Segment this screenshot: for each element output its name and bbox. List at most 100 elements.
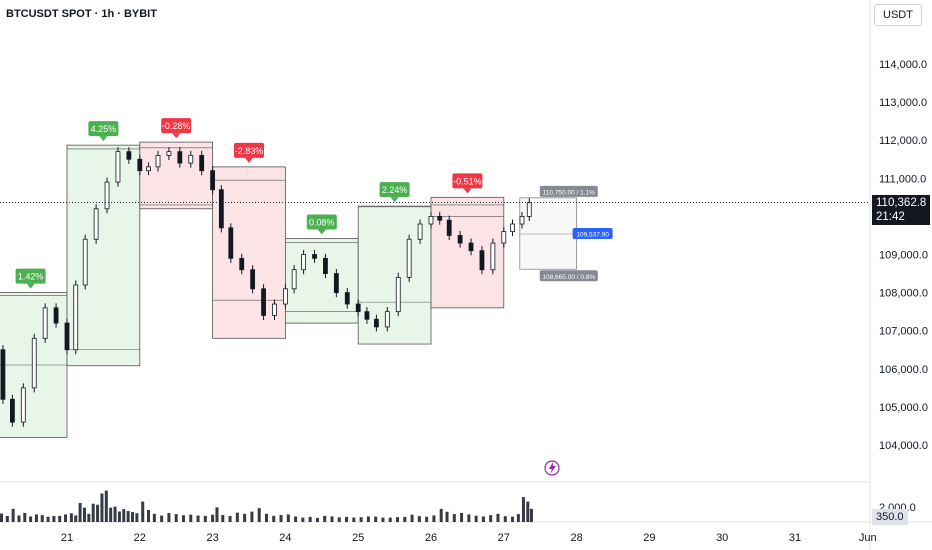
candle-body xyxy=(42,307,48,339)
volume-bar xyxy=(301,517,305,522)
volume-bar xyxy=(46,516,50,522)
candle-body xyxy=(115,151,121,183)
volume-bar xyxy=(516,514,520,522)
time-tick-label: 27 xyxy=(498,532,510,544)
bar-countdown: 21:42 xyxy=(876,211,905,223)
candle-body xyxy=(323,257,328,274)
volume-bar xyxy=(181,515,185,522)
volume-bar xyxy=(417,516,421,522)
candle-body xyxy=(73,284,79,351)
volume-bar xyxy=(381,517,385,522)
projection-mid-label: 109,537.90 xyxy=(576,232,609,239)
volume-bar xyxy=(345,516,349,522)
volume-bar xyxy=(503,516,507,522)
volume-bar xyxy=(445,511,449,522)
volume-bar xyxy=(23,512,27,522)
candle-body xyxy=(428,215,434,225)
volume-bar xyxy=(203,515,207,522)
volume-bar xyxy=(167,512,171,522)
volume-bar xyxy=(432,515,436,522)
volume-bar xyxy=(5,516,9,522)
volume-bar xyxy=(221,514,225,522)
flash-icon-bolt xyxy=(549,462,556,474)
candle-body xyxy=(261,288,266,316)
candle-body xyxy=(126,151,132,160)
volume-bar xyxy=(64,514,68,522)
candle-body xyxy=(312,254,317,259)
candle-body xyxy=(395,276,401,313)
candle-body xyxy=(301,254,307,271)
candle-body xyxy=(479,250,485,271)
candle-body xyxy=(166,151,172,156)
change-label-pointer xyxy=(390,197,399,203)
volume-bar xyxy=(243,513,247,522)
volume-bar xyxy=(279,514,283,522)
change-label: 0.08% xyxy=(309,217,335,227)
volume-bar xyxy=(113,506,117,522)
volume-bar xyxy=(439,508,443,522)
volume-bar xyxy=(58,515,62,522)
volume-bar xyxy=(337,517,341,522)
volume-bar xyxy=(228,516,232,522)
change-label-pointer xyxy=(463,188,472,194)
symbol-title[interactable]: BTCUSDT SPOT · 1h · BYBIT xyxy=(6,8,157,20)
candle-body xyxy=(20,387,26,423)
last-price-tag: 110,362.8 21:42 xyxy=(872,195,930,225)
candle-body xyxy=(64,322,70,351)
candle-body xyxy=(272,303,277,316)
volume-bar xyxy=(521,497,525,522)
candle-body xyxy=(210,170,216,191)
volume-bar xyxy=(152,513,156,522)
candle-body xyxy=(188,155,194,164)
volume-bar xyxy=(489,515,493,522)
volume-bar xyxy=(467,514,471,522)
volume-bar xyxy=(91,503,95,522)
candle-body xyxy=(384,311,390,328)
volume-bar xyxy=(308,516,312,522)
currency-button[interactable]: USDT xyxy=(874,4,922,26)
volume-bar xyxy=(396,517,400,522)
candle-body xyxy=(510,223,515,233)
flash-icon xyxy=(544,460,560,476)
change-label-bg xyxy=(161,118,192,134)
volume-bar xyxy=(135,513,139,522)
daily-range-box xyxy=(139,141,214,210)
price-tick-label: 114,000.0 xyxy=(879,59,927,71)
volume-bar xyxy=(323,515,327,522)
volume-bar xyxy=(82,507,86,522)
time-tick-label: 23 xyxy=(206,532,218,544)
volume-bar xyxy=(511,516,515,522)
time-tick-label: 31 xyxy=(789,532,801,544)
change-label-pointer xyxy=(245,157,253,163)
volume-bar xyxy=(264,513,268,522)
price-tick-label: 106,000.0 xyxy=(879,364,928,376)
volume-bar xyxy=(34,514,38,522)
volume-bar xyxy=(403,516,407,522)
volume-bar xyxy=(481,516,485,522)
volume-bar xyxy=(189,514,193,522)
change-label: -2.83% xyxy=(235,146,264,156)
volume-bar xyxy=(374,516,378,522)
volume-bar xyxy=(174,514,178,522)
candle-body xyxy=(501,231,507,244)
candle-body xyxy=(239,257,245,271)
volume-bar xyxy=(52,516,56,522)
time-tick-label: 28 xyxy=(570,532,582,544)
volume-bar xyxy=(141,501,145,522)
volume-bar xyxy=(96,504,100,522)
volume-bar xyxy=(286,514,290,522)
volume-bar xyxy=(11,508,15,522)
volume-bar xyxy=(352,517,356,522)
change-label-bg xyxy=(452,173,483,189)
projection-low-label: 108,665.00 / 0.8% xyxy=(542,274,595,281)
volume-bar xyxy=(122,509,126,522)
price-tick-label: 105,000.0 xyxy=(879,402,928,414)
volume-bar xyxy=(87,513,91,522)
volume-bar xyxy=(196,515,200,522)
volume-bar xyxy=(100,493,104,522)
volume-bar xyxy=(126,511,130,522)
candle-body xyxy=(446,219,452,236)
volume-bar xyxy=(410,514,414,522)
